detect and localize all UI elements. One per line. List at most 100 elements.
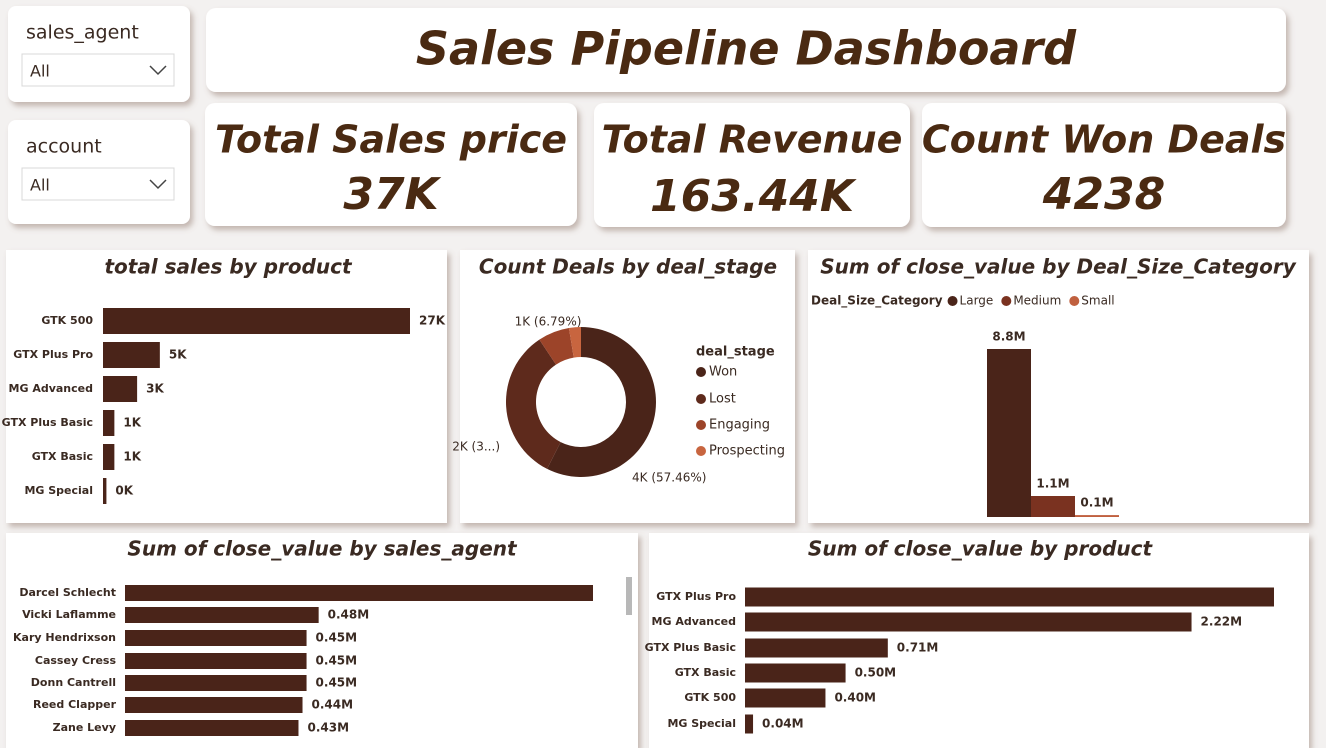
- column: [1031, 496, 1075, 517]
- bar: [745, 587, 1274, 607]
- bar: [103, 410, 115, 436]
- bar: [103, 478, 107, 504]
- category-label: Zane Levy: [53, 721, 116, 734]
- category-label: GTX Basic: [32, 450, 93, 463]
- legend-label: Won: [709, 365, 737, 380]
- legend-marker: [696, 446, 706, 456]
- category-label: GTK 500: [41, 314, 93, 327]
- data-label: 2.22M: [1201, 615, 1243, 629]
- column: [987, 349, 1031, 517]
- category-label: Reed Clapper: [33, 698, 117, 711]
- card-value: 4238: [1042, 169, 1165, 220]
- bar: [125, 630, 307, 646]
- slicer-label: sales_agent: [26, 22, 139, 44]
- bar: [103, 342, 160, 368]
- legend-title: deal_stage: [696, 345, 775, 360]
- category-label: Cassey Cress: [35, 654, 117, 667]
- legend-marker: [1001, 296, 1012, 306]
- donut-slice: [539, 327, 574, 365]
- card: [205, 103, 577, 226]
- bar: [103, 308, 410, 334]
- category-label: GTX Plus Basic: [645, 641, 736, 654]
- chevron: [149, 65, 167, 76]
- chart-panel: [6, 533, 638, 748]
- chart-title: Count Deals by deal_stage: [479, 255, 777, 279]
- category-label: GTX Plus Pro: [656, 590, 736, 603]
- data-label: 4K (57.46%): [632, 471, 706, 485]
- card-label: Total Revenue: [602, 118, 903, 162]
- category-label: Darcel Schlecht: [19, 586, 116, 599]
- data-label: 0.04M: [762, 717, 804, 731]
- chart-panel: [808, 250, 1309, 523]
- category-label: Kary Hendrixson: [13, 631, 116, 644]
- data-label: 5K: [169, 348, 187, 362]
- chart-title: Sum of close_value by Deal_Size_Category: [820, 255, 1296, 279]
- data-label: 1K: [123, 416, 141, 430]
- chevron: [149, 179, 167, 190]
- bar: [125, 720, 299, 736]
- category-label: Vicki Laflamme: [22, 608, 116, 621]
- bar: [103, 376, 138, 402]
- legend-label: Lost: [709, 392, 736, 407]
- legend-label: Large: [960, 294, 994, 308]
- legend-label: Prospecting: [709, 444, 785, 459]
- bar: [125, 585, 593, 601]
- data-label: 0.45M: [316, 654, 358, 668]
- data-label: 0.40M: [834, 691, 876, 705]
- data-label: 0.43M: [307, 721, 349, 735]
- bar: [125, 675, 307, 691]
- chart-title: total sales by product: [104, 255, 353, 279]
- legend-label: Small: [1081, 294, 1114, 308]
- dashboard-title: Sales Pipeline Dashboard: [416, 22, 1077, 76]
- bar: [125, 697, 303, 713]
- legend-marker: [1069, 296, 1080, 306]
- slicer-value: All: [30, 176, 50, 195]
- data-label: 1.1M: [1036, 477, 1069, 491]
- bar: [745, 714, 754, 734]
- data-label: 3K: [146, 382, 164, 396]
- card-value: 163.44K: [650, 171, 857, 222]
- chart-title: Sum of close_value by sales_agent: [127, 537, 518, 561]
- data-label: 1K: [123, 450, 141, 464]
- bar: [745, 612, 1192, 632]
- category-label: GTX Plus Basic: [2, 416, 93, 429]
- header-panel: [206, 8, 1286, 92]
- dropdown[interactable]: [21, 167, 175, 201]
- legend-marker: [947, 296, 958, 306]
- data-label: 0K: [115, 484, 133, 498]
- card: [922, 103, 1286, 227]
- chart-panel: [6, 250, 447, 523]
- donut-slice: [568, 327, 581, 358]
- data-label: 0.45M: [316, 631, 358, 645]
- category-label: MG Special: [667, 717, 736, 730]
- card-label: Total Sales price: [215, 118, 567, 162]
- bar: [745, 638, 888, 658]
- data-label: 1K (6.79%): [515, 315, 582, 329]
- category-label: MG Advanced: [652, 615, 736, 628]
- bar: [103, 444, 115, 470]
- chart-title: Sum of close_value by product: [808, 537, 1154, 561]
- bar: [125, 653, 307, 669]
- legend-marker: [696, 367, 706, 377]
- data-label: 8.8M: [992, 330, 1025, 344]
- dropdown[interactable]: [21, 53, 175, 87]
- legend-title: Deal_Size_Category: [811, 294, 943, 309]
- legend-label: Medium: [1013, 294, 1061, 308]
- legend-label: Engaging: [709, 418, 770, 433]
- data-label: 2K (3...): [452, 440, 500, 454]
- category-label: GTX Basic: [675, 666, 736, 679]
- legend-marker: [696, 420, 706, 430]
- category-label: MG Special: [24, 484, 93, 497]
- scrollbar[interactable]: [626, 577, 632, 615]
- category-label: GTX Plus Pro: [13, 348, 93, 361]
- data-label: 27K: [419, 314, 446, 328]
- data-label: 0.71M: [897, 641, 939, 655]
- bar: [745, 688, 826, 708]
- donut-slice: [505, 339, 561, 469]
- donut-slice: [547, 327, 656, 477]
- card-value: 37K: [343, 169, 441, 220]
- slicer-label: account: [26, 136, 102, 158]
- card-label: Count Won Deals: [922, 118, 1286, 162]
- category-label: MG Advanced: [9, 382, 93, 395]
